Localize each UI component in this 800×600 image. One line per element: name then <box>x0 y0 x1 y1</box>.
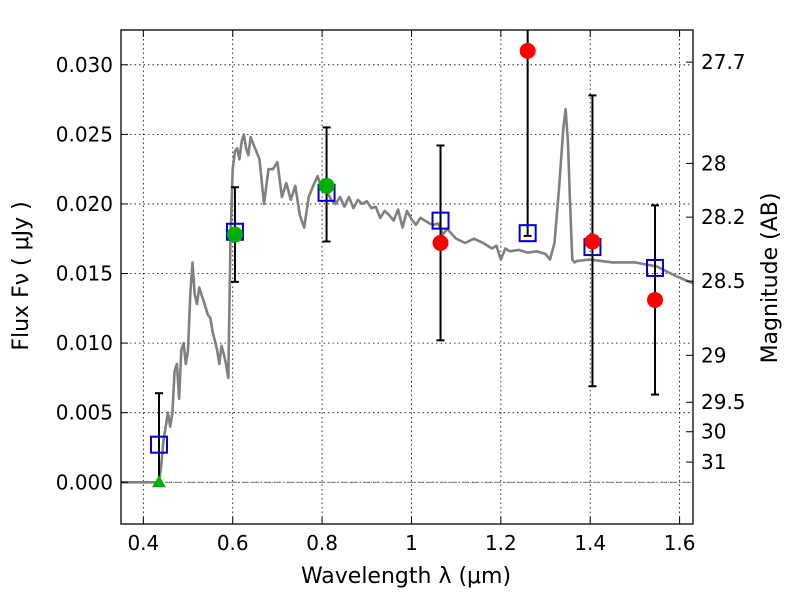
plot-frame <box>120 29 694 525</box>
x-axis-ticks: 0.4 0.6 0.8 1 1.2 1.4 1.6 <box>127 30 696 555</box>
y-tick-label: 0.020 <box>56 192 113 216</box>
y-tick-label: 0.030 <box>56 53 113 77</box>
observed-point <box>647 291 664 308</box>
y2-tick-label: 29 <box>701 343 726 367</box>
y2-tick-label: 30 <box>701 420 726 444</box>
x-tick-label: 0.6 <box>217 531 249 555</box>
model-photometry-square <box>431 211 450 230</box>
y-axis-ticks: 0.000 0.005 0.010 0.015 0.020 0.025 0.030 <box>56 53 128 494</box>
observed-point <box>519 42 536 59</box>
y2-axis-label: Magnitude (AB) <box>758 193 783 364</box>
x-tick-label: 1.2 <box>485 531 517 555</box>
y-tick-label: 0.025 <box>56 122 113 146</box>
x-tick-label: 0.4 <box>127 531 159 555</box>
model-photometry-square <box>646 258 665 277</box>
y2-tick-label: 28 <box>701 151 726 175</box>
x-tick-label: 1.4 <box>574 531 606 555</box>
y2-tick-label: 27.7 <box>701 50 746 74</box>
plot-area <box>121 30 693 488</box>
x-tick-label: 0.8 <box>306 531 338 555</box>
model-photometry-square <box>149 435 168 454</box>
y2-tick-label: 29.5 <box>701 390 746 414</box>
y-tick-label: 0.005 <box>56 401 113 425</box>
y-axis-label: Flux Fν ( μJy ) <box>9 201 34 350</box>
x-tick-label: 1 <box>405 531 418 555</box>
y-tick-label: 0.015 <box>56 262 113 286</box>
y2-tick-label: 31 <box>701 450 726 474</box>
observed-point <box>318 177 335 194</box>
model-photometry-points <box>149 183 665 454</box>
model-photometry-square <box>518 224 537 243</box>
y2-tick-label: 28.2 <box>701 205 746 229</box>
observed-point <box>432 234 449 251</box>
observed-points <box>151 42 664 488</box>
upper-limit-triangle <box>151 475 166 488</box>
observed-point <box>226 226 243 243</box>
x-tick-label: 1.6 <box>664 531 696 555</box>
observed-point <box>584 233 601 250</box>
y2-axis-ticks: 27.7 28 28.2 28.5 29 29.5 30 31 <box>686 50 746 474</box>
grid <box>121 30 693 524</box>
y2-tick-label: 28.5 <box>701 269 746 293</box>
y-tick-label: 0.010 <box>56 331 113 355</box>
y-tick-label: 0.000 <box>56 470 113 494</box>
x-axis-label: Wavelength λ (μm) <box>301 564 511 589</box>
model-spectrum-line <box>121 108 693 484</box>
